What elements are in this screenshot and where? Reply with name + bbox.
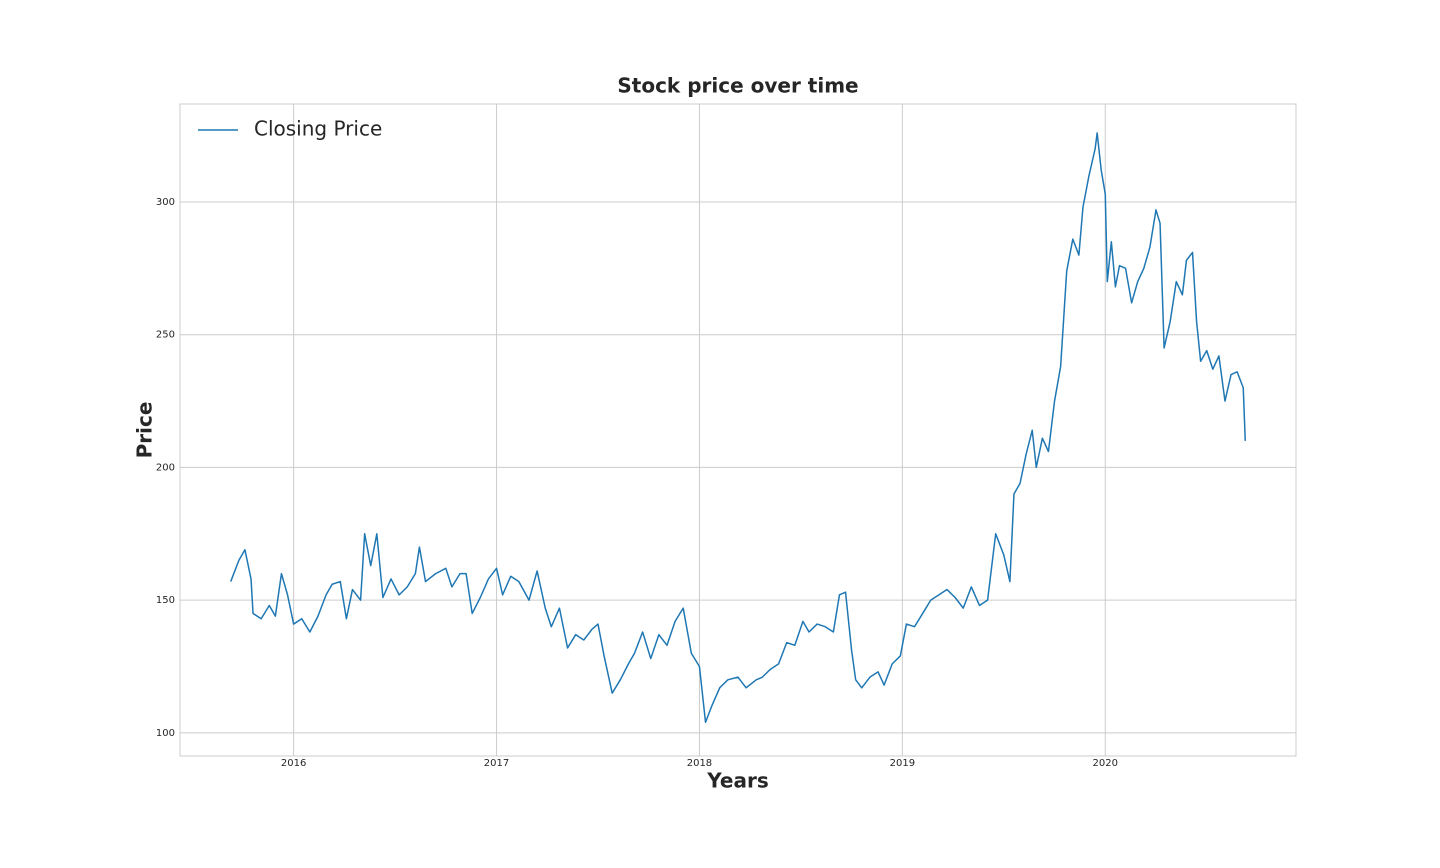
x-axis-label: Years <box>706 769 768 793</box>
y-tick-label: 100 <box>156 728 175 739</box>
x-tick-label: 2016 <box>281 758 306 769</box>
x-tick-label: 2019 <box>890 758 915 769</box>
legend: Closing Price <box>198 117 382 141</box>
y-tick-label: 150 <box>156 595 175 606</box>
chart-title: Stock price over time <box>617 74 858 98</box>
legend-label: Closing Price <box>254 117 382 141</box>
plot-area <box>230 132 1247 724</box>
data-line <box>230 132 1247 724</box>
x-tick-label: 2017 <box>484 758 509 769</box>
plot-frame <box>179 103 1297 757</box>
x-tick-label: 2020 <box>1093 758 1118 769</box>
y-axis-label: Price <box>133 402 157 459</box>
y-tick-label: 250 <box>156 330 175 341</box>
y-tick-label: 300 <box>156 197 175 208</box>
x-tick-label: 2018 <box>687 758 712 769</box>
y-tick-label: 200 <box>156 462 175 473</box>
grid <box>180 104 1296 756</box>
